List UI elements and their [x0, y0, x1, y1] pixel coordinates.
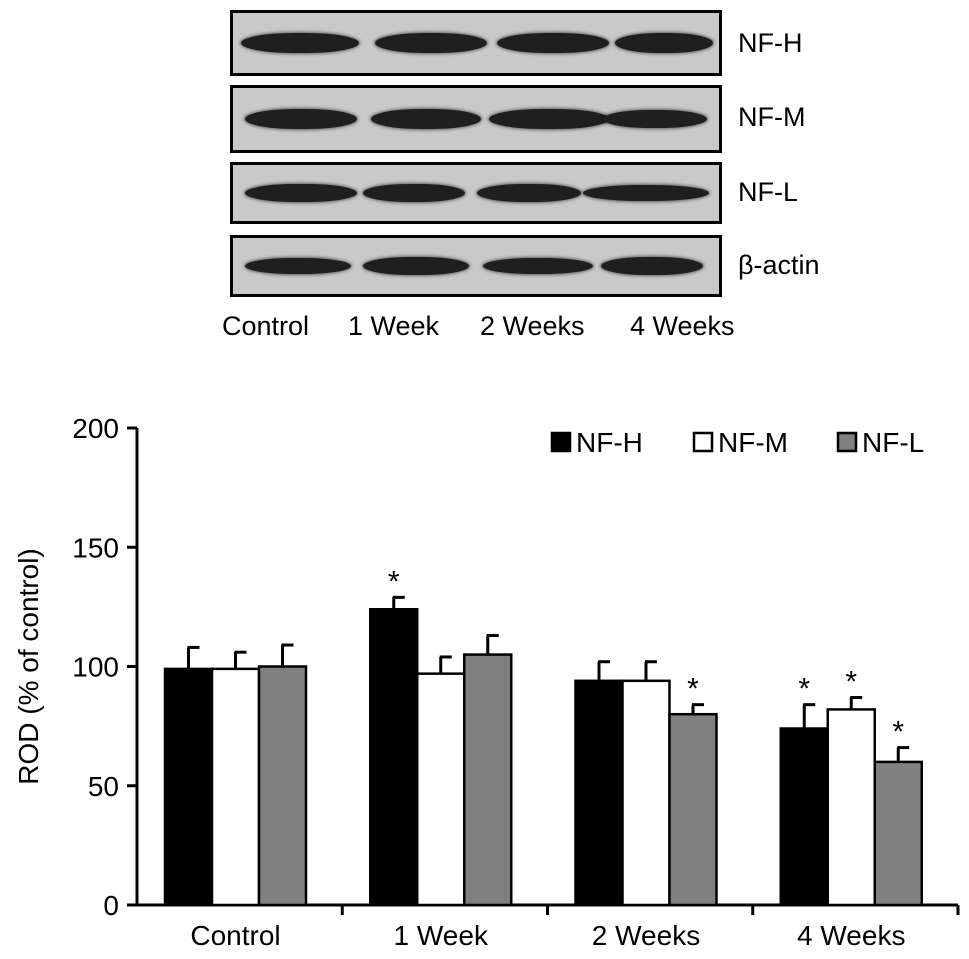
bar [826, 708, 876, 907]
bar [369, 608, 419, 907]
blot-band [245, 258, 351, 274]
bar [463, 653, 513, 907]
y-axis-label: ROD (% of control) [13, 548, 44, 785]
blot-label-nf-m: NF-M [738, 102, 806, 132]
bar [873, 760, 923, 907]
x-tick-label: Control [190, 920, 280, 951]
bar [163, 667, 214, 907]
blot-band [363, 257, 469, 275]
bar [574, 679, 624, 907]
blot-band [363, 184, 465, 202]
bar [416, 672, 466, 907]
bar-chart: 0 50 100 150 200 ROD (% of control) Control 1 W… [13, 413, 960, 951]
blot-band [241, 33, 359, 53]
y-tick-label: 50 [88, 771, 119, 802]
blot-band [615, 33, 713, 53]
y-tick-label: 0 [103, 890, 119, 921]
bar [779, 727, 829, 907]
legend-label: NF-M [718, 427, 788, 458]
blot-band [245, 184, 357, 202]
blot-label-nf-l: NF-L [738, 177, 798, 207]
legend-label: NF-L [862, 427, 924, 458]
significance-marker: * [845, 666, 857, 699]
blot-band [375, 33, 487, 53]
lane-label-4-weeks: 4 Weeks [630, 311, 735, 341]
blot-band [371, 109, 481, 129]
blot-band [483, 258, 593, 274]
significance-marker: * [388, 565, 400, 598]
bar [621, 679, 671, 907]
blot-band [601, 257, 703, 275]
blot-band [245, 109, 357, 129]
legend-swatch [550, 431, 572, 453]
x-tick-label: 1 Week [394, 920, 489, 951]
blot-band [603, 110, 707, 128]
legend-swatch [836, 431, 858, 453]
y-tick-label: 150 [72, 532, 119, 563]
significance-marker: * [687, 673, 699, 706]
bar [210, 667, 261, 907]
blot-strip-beta-actin [230, 235, 722, 297]
lane-label-1-week: 1 Week [348, 311, 440, 341]
blot-strip-nf-l [230, 162, 722, 224]
lane-label-2-weeks: 2 Weeks [480, 311, 585, 341]
blot-band [583, 185, 709, 201]
bar [257, 665, 308, 907]
lane-label-control: Control [222, 311, 310, 341]
blot-strip-nf-m [230, 85, 722, 153]
blot-label-beta-actin: β-actin [738, 250, 820, 280]
x-tick-label: 2 Weeks [592, 920, 700, 951]
legend-label: NF-H [576, 427, 643, 458]
blot-band [477, 184, 581, 202]
y-tick-label: 100 [72, 652, 119, 683]
bar [668, 712, 718, 907]
legend-swatch [692, 431, 714, 453]
x-tick-label: 4 Weeks [797, 920, 905, 951]
significance-marker: * [892, 716, 904, 749]
blot-band [489, 109, 609, 129]
blot-label-nf-h: NF-H [738, 28, 803, 58]
blot-strip-nf-h [230, 10, 722, 76]
significance-marker: * [798, 673, 810, 706]
blot-band [497, 33, 609, 53]
y-tick-label: 200 [72, 413, 119, 444]
